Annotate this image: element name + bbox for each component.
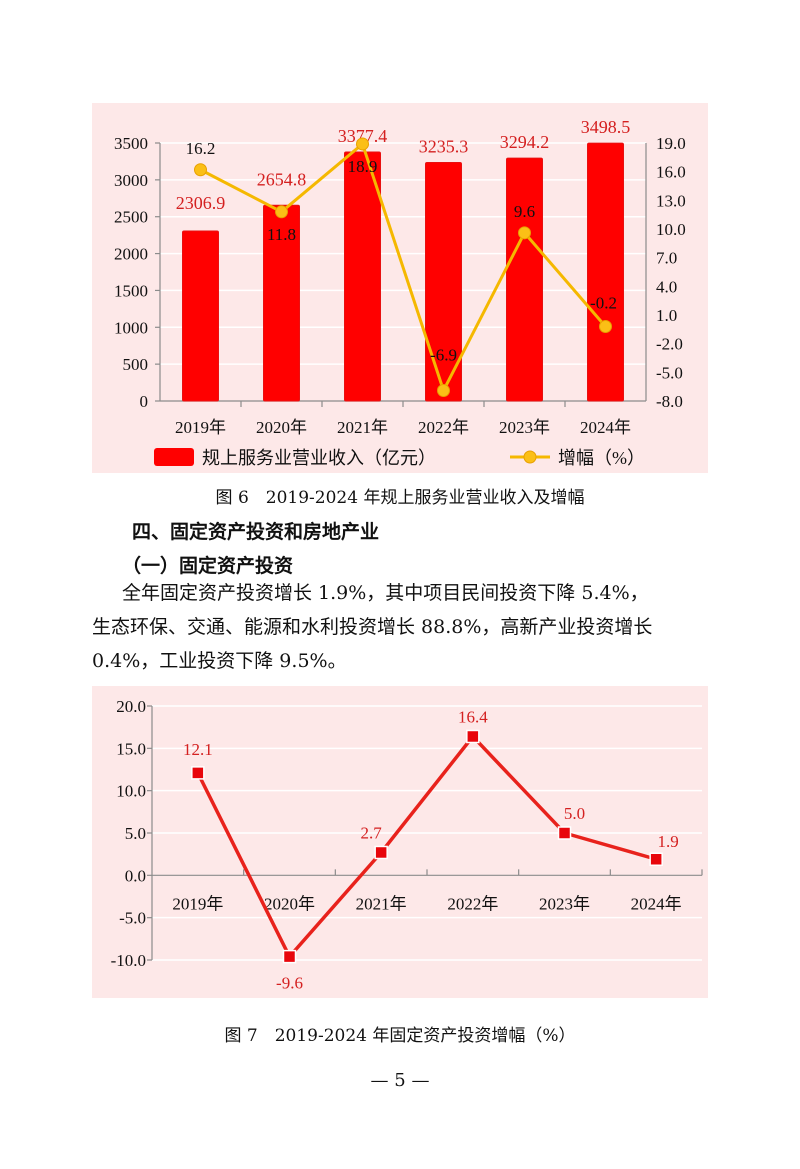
revenue-bar	[344, 151, 381, 402]
x-axis-category-label: 2024年	[580, 418, 631, 437]
growth-point-marker	[437, 383, 450, 397]
x-axis-category-label: 2019年	[172, 894, 223, 913]
figure7-chart-panel: -10.0 -5.0 0.0 5.0 10.0 15.0 20.0 2019年 2020年 202…	[92, 686, 708, 998]
revenue-bar	[182, 230, 219, 402]
right-axis-tick-label: 10.0	[656, 220, 686, 239]
left-axis-tick-label: 1000	[114, 318, 148, 337]
investment-growth-line	[196, 733, 657, 960]
left-axis-tick-label: 3000	[114, 171, 148, 190]
growth-point-marker	[518, 226, 531, 240]
revenue-growth-chart: 0 500 1000 1500 2000 2500 3000 3500 -8.0 -5.0 -2.0…	[114, 117, 686, 468]
growth-value-label: -6.9	[430, 345, 457, 364]
y-axis-tick-label: 15.0	[116, 739, 146, 758]
paragraph-line-3: 0.4%，工业投资下降 9.5%。	[92, 650, 347, 672]
data-point-marker	[374, 845, 388, 860]
right-axis-tick-label: 1.0	[656, 306, 677, 325]
paragraph: 全年固定资产投资增长 1.9%，其中项目民间投资下降 5.4%， 生态环保、交通…	[92, 576, 722, 678]
figure7-caption: 图 7 2019-2024 年固定资产投资增幅（%）	[224, 1026, 576, 1046]
page-number: — 5 —	[370, 1070, 430, 1091]
growth-line	[199, 141, 607, 395]
data-point-marker	[649, 852, 663, 866]
y-axis-tick-label: -10.0	[111, 951, 146, 970]
y-axis-tick-label: 0.0	[125, 866, 146, 885]
bar-value-label: 3498.5	[581, 117, 631, 137]
legend-bar-label: 规上服务业营业收入（亿元）	[202, 448, 436, 468]
growth-point-marker	[194, 163, 207, 177]
x-axis-category-label: 2024年	[631, 894, 682, 913]
figure6-chart-panel: 0 500 1000 1500 2000 2500 3000 3500 -8.0 -5.0 -2.0…	[92, 103, 708, 473]
y-axis-tick-label: 5.0	[125, 824, 146, 843]
y-axis-tick-label: 20.0	[116, 697, 146, 716]
revenue-bar	[587, 142, 624, 402]
x-axis-category-label: 2020年	[256, 418, 307, 437]
legend-line-label: 增幅（%）	[558, 448, 645, 468]
bar-value-label: 3294.2	[500, 132, 550, 152]
growth-value-label: 9.6	[514, 202, 535, 221]
bar-value-label: 2306.9	[176, 193, 226, 213]
data-value-label: 5.0	[564, 804, 585, 823]
x-axis-category-label: 2019年	[175, 418, 226, 437]
data-value-label: 2.7	[361, 823, 383, 842]
data-value-label: 1.9	[658, 832, 679, 851]
right-axis-tick-label: 19.0	[656, 134, 686, 153]
investment-growth-chart: -10.0 -5.0 0.0 5.0 10.0 15.0 20.0 2019年 2020年 202…	[111, 697, 703, 993]
left-axis-tick-label: 500	[123, 355, 149, 374]
left-axis-tick-label: 2000	[114, 245, 148, 264]
left-axis-tick-label: 3500	[114, 134, 148, 153]
figure6-caption: 图 6 2019-2024 年规上服务业营业收入及增幅	[215, 488, 585, 508]
x-axis-category-label: 2021年	[337, 418, 388, 437]
right-axis-tick-label: 16.0	[656, 163, 686, 182]
x-axis-category-label: 2021年	[356, 894, 407, 913]
y-axis-tick-label: -5.0	[119, 909, 146, 928]
left-axis-tick-label: 1500	[114, 281, 148, 300]
right-axis-tick-label: -5.0	[656, 363, 683, 382]
data-value-label: 16.4	[458, 707, 488, 726]
revenue-bar	[425, 162, 462, 402]
legend-bar-swatch	[154, 448, 194, 466]
growth-value-label: 18.9	[348, 157, 378, 176]
data-value-label: 12.1	[183, 740, 213, 759]
growth-point-marker	[599, 319, 612, 333]
section-heading: 四、固定资产投资和房地产业	[132, 521, 380, 543]
growth-point-marker	[275, 205, 288, 219]
revenue-bar	[506, 157, 543, 402]
right-axis-tick-label: 13.0	[656, 191, 686, 210]
x-axis-category-label: 2022年	[447, 894, 498, 913]
right-axis-tick-label: -2.0	[656, 335, 683, 354]
data-point-marker	[557, 826, 572, 840]
x-axis-category-label: 2022年	[418, 418, 469, 437]
section-subheading: （一）固定资产投资	[122, 555, 294, 577]
paragraph-line-2: 生态环保、交通、能源和水利投资增长 88.8%，高新产业投资增长	[92, 616, 653, 638]
growth-value-label: 16.2	[186, 139, 216, 158]
data-point-marker	[191, 766, 205, 780]
growth-point-marker	[356, 137, 369, 151]
bar-value-label: 2654.8	[257, 169, 307, 189]
left-axis-tick-label: 0	[140, 392, 149, 411]
y-axis-tick-label: 10.0	[116, 782, 146, 801]
data-value-label: -9.6	[276, 974, 303, 993]
data-point-marker	[282, 949, 297, 964]
x-axis-category-label: 2020年	[264, 894, 315, 913]
right-axis-tick-label: 7.0	[656, 249, 677, 268]
right-axis-tick-label: 4.0	[656, 277, 677, 296]
x-axis-category-label: 2023年	[499, 418, 550, 437]
bar-value-label: 3377.4	[338, 126, 388, 146]
bar-value-label: 3235.3	[419, 137, 469, 157]
right-axis-tick-label: -8.0	[656, 392, 683, 411]
left-axis-tick-label: 2500	[114, 208, 148, 227]
paragraph-line-1: 全年固定资产投资增长 1.9%，其中项目民间投资下降 5.4%，	[122, 582, 649, 604]
data-point-marker	[466, 729, 480, 744]
growth-value-label: -0.2	[590, 293, 617, 312]
growth-value-label: 11.8	[267, 225, 296, 244]
x-axis-category-label: 2023年	[539, 894, 590, 913]
